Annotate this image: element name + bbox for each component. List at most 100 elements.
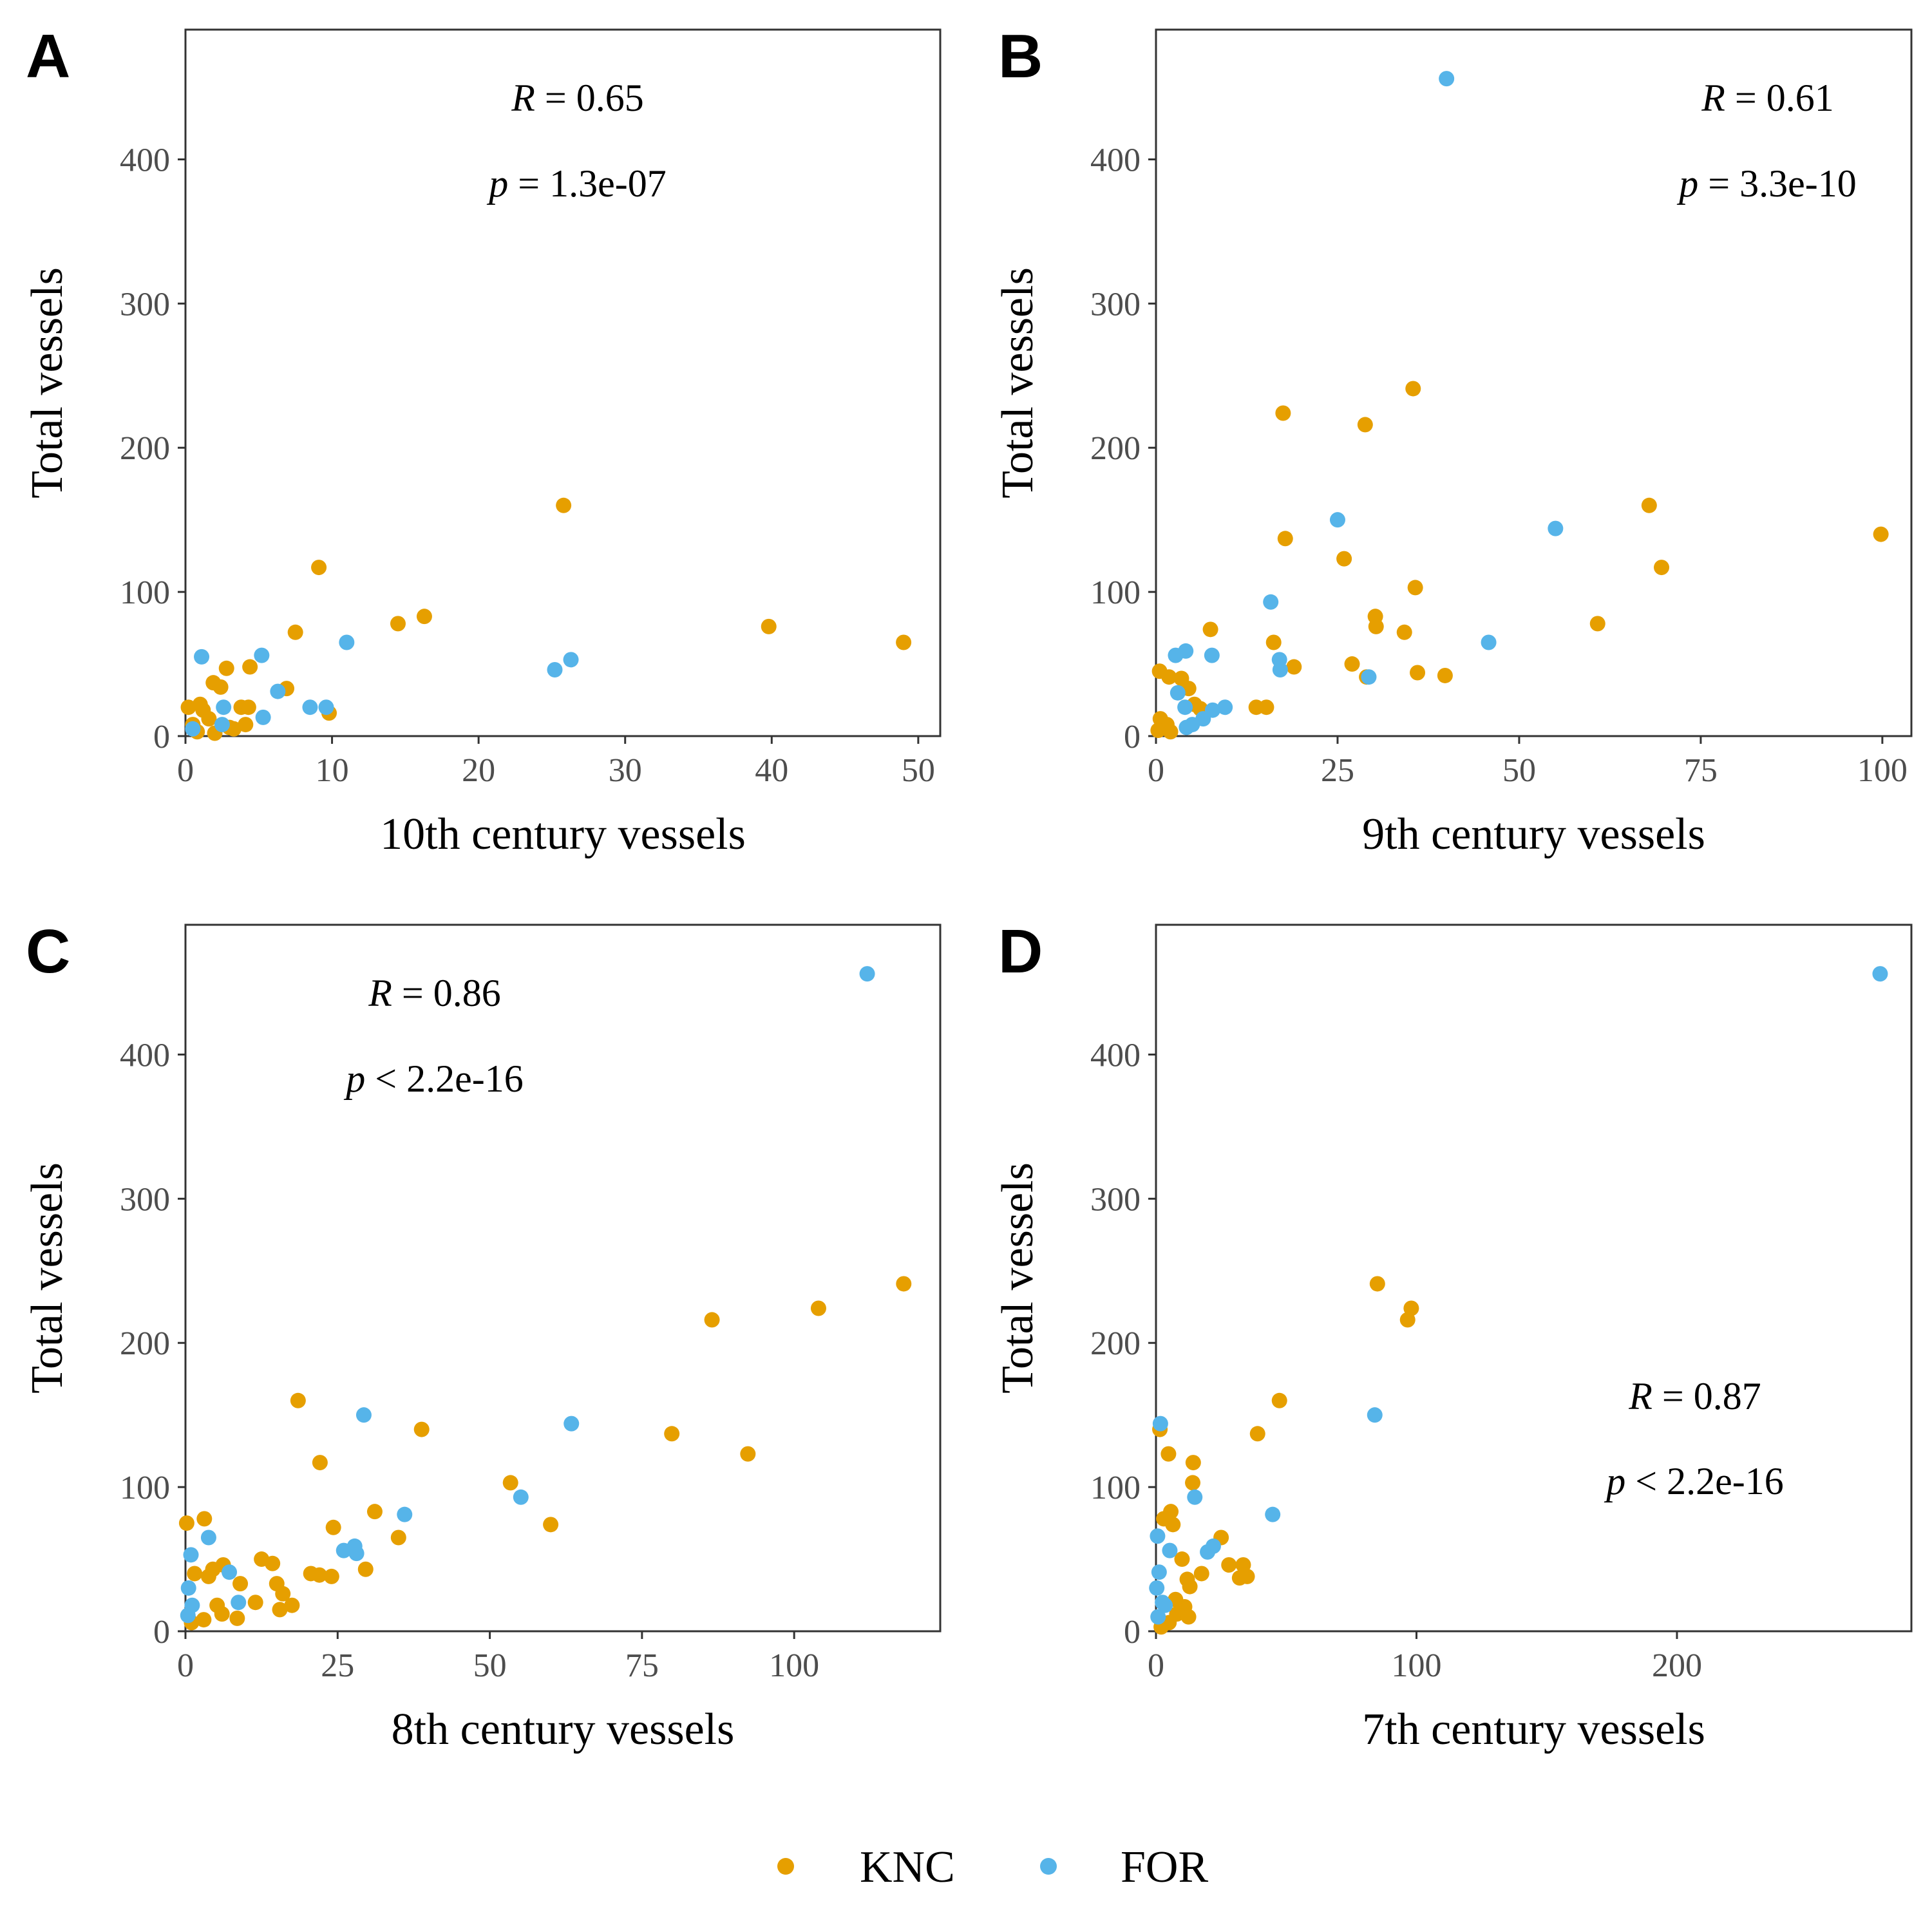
y-tick-label: 400 — [1090, 1037, 1141, 1074]
data-point-knc — [1271, 1392, 1287, 1408]
data-point-knc — [896, 1276, 912, 1292]
data-point-for — [1263, 594, 1279, 610]
x-tick-label: 50 — [902, 752, 935, 789]
data-point-for — [348, 1546, 365, 1562]
data-point-knc — [1182, 1578, 1198, 1595]
data-point-for — [859, 966, 875, 982]
y-tick-label: 100 — [1090, 1470, 1141, 1506]
data-point-knc — [1161, 669, 1177, 685]
data-point-for — [254, 647, 270, 663]
data-point-knc — [1344, 656, 1360, 672]
plot-border — [1155, 28, 1913, 737]
x-tick-label: 10 — [316, 752, 349, 789]
plot-border — [1155, 923, 1913, 1633]
x-tick-label: 50 — [1502, 752, 1536, 789]
data-point-knc — [1437, 667, 1453, 683]
y-tick-label: 0 — [153, 719, 170, 755]
data-point-for — [564, 1416, 580, 1432]
data-point-knc — [1180, 1609, 1197, 1625]
y-axis-title: Total vessels — [23, 1162, 72, 1394]
data-point-knc — [896, 634, 912, 650]
legend: KNC FOR — [777, 1842, 1208, 1892]
data-point-for — [1872, 966, 1888, 982]
panel-c: C 0 25 50 75 100 0 100 200 300 400 8th century vess… — [23, 917, 942, 1754]
data-point-knc — [1221, 1557, 1237, 1573]
plot-border — [184, 923, 942, 1633]
data-point-for — [1272, 662, 1288, 678]
data-point-knc — [247, 1595, 263, 1611]
legend-marker-for — [1040, 1858, 1057, 1875]
data-point-knc — [1277, 531, 1293, 547]
data-point-knc — [740, 1446, 756, 1462]
data-point-for — [1150, 1609, 1166, 1625]
data-point-knc — [196, 1511, 213, 1527]
data-point-for — [1170, 685, 1186, 701]
y-tick-label: 400 — [120, 1037, 170, 1074]
y-tick-label: 200 — [1090, 430, 1141, 467]
correlation-p: p = 1.3e-07 — [486, 162, 666, 205]
data-point-knc — [1150, 723, 1166, 739]
data-point-for — [1200, 1544, 1216, 1560]
x-axis-title: 9th century vessels — [1362, 810, 1705, 859]
panels-container: A 0 10 20 30 40 50 0 100 200 300 400 10th century ve… — [23, 22, 1913, 1754]
x-tick-label: 100 — [769, 1647, 819, 1684]
x-tick-label: 40 — [755, 752, 788, 789]
legend-label-knc: KNC — [860, 1842, 955, 1892]
x-tick-label: 200 — [1652, 1647, 1702, 1684]
data-point-knc — [229, 1610, 245, 1626]
data-point-knc — [1873, 526, 1889, 542]
data-point-knc — [1407, 580, 1423, 596]
data-point-knc — [1185, 1475, 1201, 1491]
data-point-for — [563, 652, 579, 668]
data-point-for — [1361, 669, 1377, 685]
data-point-for — [1150, 1528, 1166, 1544]
correlation-p: p = 3.3e-10 — [1676, 162, 1856, 205]
data-point-knc — [1589, 616, 1605, 632]
y-tick-label: 300 — [1090, 1181, 1141, 1218]
data-point-knc — [1396, 624, 1412, 640]
data-point-knc — [232, 1576, 249, 1592]
data-point-for — [1548, 520, 1564, 536]
data-point-for — [1178, 643, 1194, 659]
data-point-for — [1367, 1407, 1383, 1423]
correlation-r: R = 0.87 — [1628, 1375, 1761, 1417]
x-tick-label: 75 — [1684, 752, 1718, 789]
x-tick-label: 75 — [625, 1647, 659, 1684]
data-point-knc — [238, 717, 254, 733]
data-point-for — [1187, 1489, 1203, 1505]
correlation-r: R = 0.65 — [511, 77, 644, 119]
data-point-for — [231, 1595, 247, 1611]
data-point-knc — [1174, 1551, 1190, 1567]
data-point-knc — [187, 1566, 203, 1582]
data-point-knc — [1369, 1276, 1385, 1292]
panel-b: B 0 25 50 75 100 0 100 200 300 400 9th century vess… — [993, 22, 1913, 859]
data-point-for — [1152, 1416, 1168, 1432]
data-point-for — [1217, 699, 1233, 715]
data-point-knc — [1286, 659, 1302, 675]
correlation-r: R = 0.86 — [368, 972, 501, 1014]
x-tick-label: 0 — [177, 1647, 194, 1684]
data-point-knc — [218, 660, 234, 676]
x-tick-label: 25 — [321, 1647, 354, 1684]
data-point-knc — [312, 1455, 328, 1471]
data-point-knc — [1410, 665, 1426, 681]
data-point-for — [339, 634, 355, 650]
y-tick-label: 200 — [120, 1325, 170, 1362]
data-point-knc — [1275, 405, 1291, 421]
data-point-knc — [1249, 1426, 1265, 1442]
y-tick-label: 100 — [120, 574, 170, 611]
y-tick-label: 300 — [120, 1181, 170, 1218]
panel-letter: D — [998, 917, 1043, 986]
y-tick-label: 0 — [1124, 719, 1141, 755]
data-point-knc — [275, 1586, 291, 1602]
data-point-knc — [390, 1530, 406, 1546]
data-point-knc — [1357, 417, 1373, 433]
data-point-knc — [1193, 1566, 1209, 1582]
data-point-knc — [200, 1568, 216, 1584]
y-tick-label: 200 — [1090, 1325, 1141, 1362]
data-point-for — [1149, 1580, 1165, 1596]
x-tick-label: 0 — [1148, 752, 1164, 789]
data-point-knc — [366, 1504, 383, 1520]
data-point-for — [1329, 512, 1345, 528]
y-tick-label: 300 — [1090, 286, 1141, 323]
